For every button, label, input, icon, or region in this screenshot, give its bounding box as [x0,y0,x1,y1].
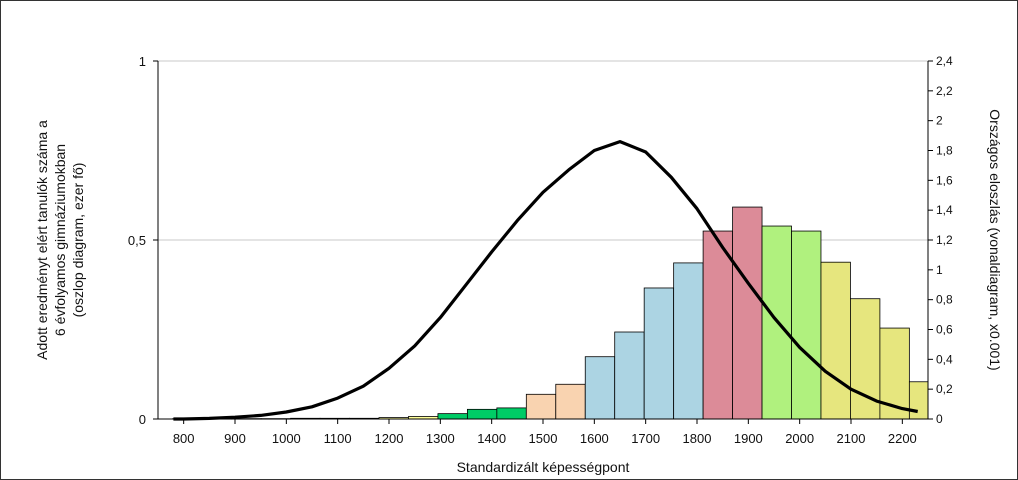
bars [172,206,929,420]
bar-17 [673,262,704,420]
y2-tick-label: 0 [936,412,943,426]
bar-13 [555,383,586,420]
bar-22 [820,261,851,420]
y-axis-label-line: 6 évfolyamos gimnáziumokban [52,144,68,336]
y2-tick-label: 1,4 [936,203,953,217]
bar-25 [908,381,929,420]
x-tick-label: 1300 [426,431,455,446]
y2-tick-label: 0,8 [936,293,953,307]
bar-12 [525,393,557,420]
x-tick-label: 1600 [580,431,609,446]
x-tick-label: 900 [224,431,246,446]
y-tick-label: 1 [139,54,146,69]
bar-9 [437,413,468,420]
x-tick-label: 1200 [375,431,404,446]
x-tick-label: 2100 [837,431,866,446]
y-tick-label: 0,5 [128,233,146,248]
x-tick-label: 800 [173,431,195,446]
x-tick-label: 1100 [324,431,352,446]
x-tick-label: 2200 [888,431,917,446]
y2-tick-label: 0,6 [936,323,953,337]
y2-tick-label: 0,4 [936,352,953,366]
bar-21 [791,230,822,420]
y2-tick-label: 0,2 [936,382,953,396]
x-axis-label: Standardizált képességpont [457,459,630,475]
bar-18 [702,230,733,420]
y2-axis-ticks: 0 0,2 0,4 0,6 0,8 1 1,2 1,4 1,6 1,8 2 2,2 2,4 [928,54,953,426]
bar-16 [643,287,675,420]
bar-11 [496,407,527,420]
y2-axis-label: Országos eloszlás (vonaldiagram, x0.001) [987,109,1003,370]
x-axis-ticks: 800 900 1000 1100 1200 1300 1400 1500 1600 1700 18… [173,419,917,446]
y2-tick-label: 2 [936,114,943,128]
y-tick-label: 0 [139,412,146,427]
y-axis-label-line: (oszlop diagram, ezer fő) [70,163,86,318]
grid-lines [158,60,928,241]
y2-tick-label: 2,4 [936,54,953,68]
x-tick-label: 1800 [683,431,712,446]
x-tick-label: 2000 [785,431,814,446]
y2-tick-label: 2,2 [936,84,953,98]
x-tick-label: 1900 [734,431,763,446]
y2-tick-label: 1,6 [936,173,953,187]
x-tick-label: 1400 [477,431,506,446]
y2-tick-label: 1 [936,263,943,277]
bar-15 [614,331,645,420]
y-axis-ticks: 00,51 [128,54,158,427]
y2-tick-label: 1,8 [936,144,953,158]
bar-10 [466,408,498,420]
y-axis-label-line: Adott eredményt elért tanulók száma a [34,120,50,360]
x-tick-label: 1700 [631,431,660,446]
x-tick-label: 1500 [529,431,558,446]
distribution-curve [173,140,918,421]
y2-tick-label: 1,2 [936,233,953,247]
bar-14 [584,356,616,420]
bar-19 [732,206,763,420]
x-tick-label: 1000 [272,431,301,446]
